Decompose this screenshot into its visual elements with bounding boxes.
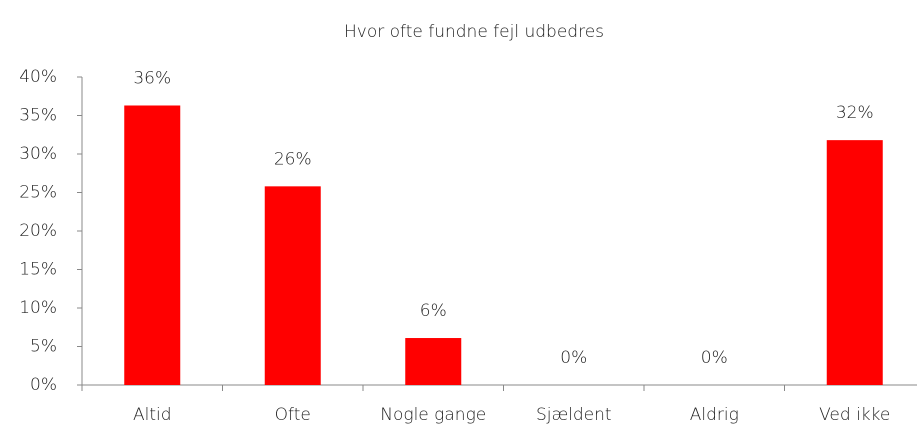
x-tick-label: Altid <box>133 405 172 425</box>
x-tick-label: Aldrig <box>690 405 739 425</box>
bar <box>405 338 462 385</box>
bar <box>124 105 181 386</box>
value-label: 6% <box>420 301 447 321</box>
chart-title: Hvor ofte fundne fejl udbedres <box>344 22 604 42</box>
y-tick-label: 0% <box>30 375 57 395</box>
y-tick-label: 10% <box>19 298 57 318</box>
x-tick-label: Ved ikke <box>819 405 890 425</box>
bar <box>264 186 321 385</box>
y-tick-label: 25% <box>19 183 57 203</box>
value-label: 36% <box>133 68 171 88</box>
bar <box>826 140 883 385</box>
y-tick-label: 5% <box>30 337 57 357</box>
y-tick-label: 30% <box>19 144 57 164</box>
y-tick-label: 35% <box>19 106 57 126</box>
value-label: 26% <box>274 149 312 169</box>
value-label: 0% <box>701 348 728 368</box>
x-tick-label: Nogle gange <box>380 405 486 425</box>
value-label: 32% <box>836 103 874 123</box>
y-tick-label: 40% <box>19 67 57 87</box>
value-label: 0% <box>560 348 587 368</box>
y-tick-label: 20% <box>19 221 57 241</box>
x-tick-label: Ofte <box>275 405 311 425</box>
y-tick-label: 15% <box>19 260 57 280</box>
x-tick-label: Sjældent <box>536 405 612 425</box>
